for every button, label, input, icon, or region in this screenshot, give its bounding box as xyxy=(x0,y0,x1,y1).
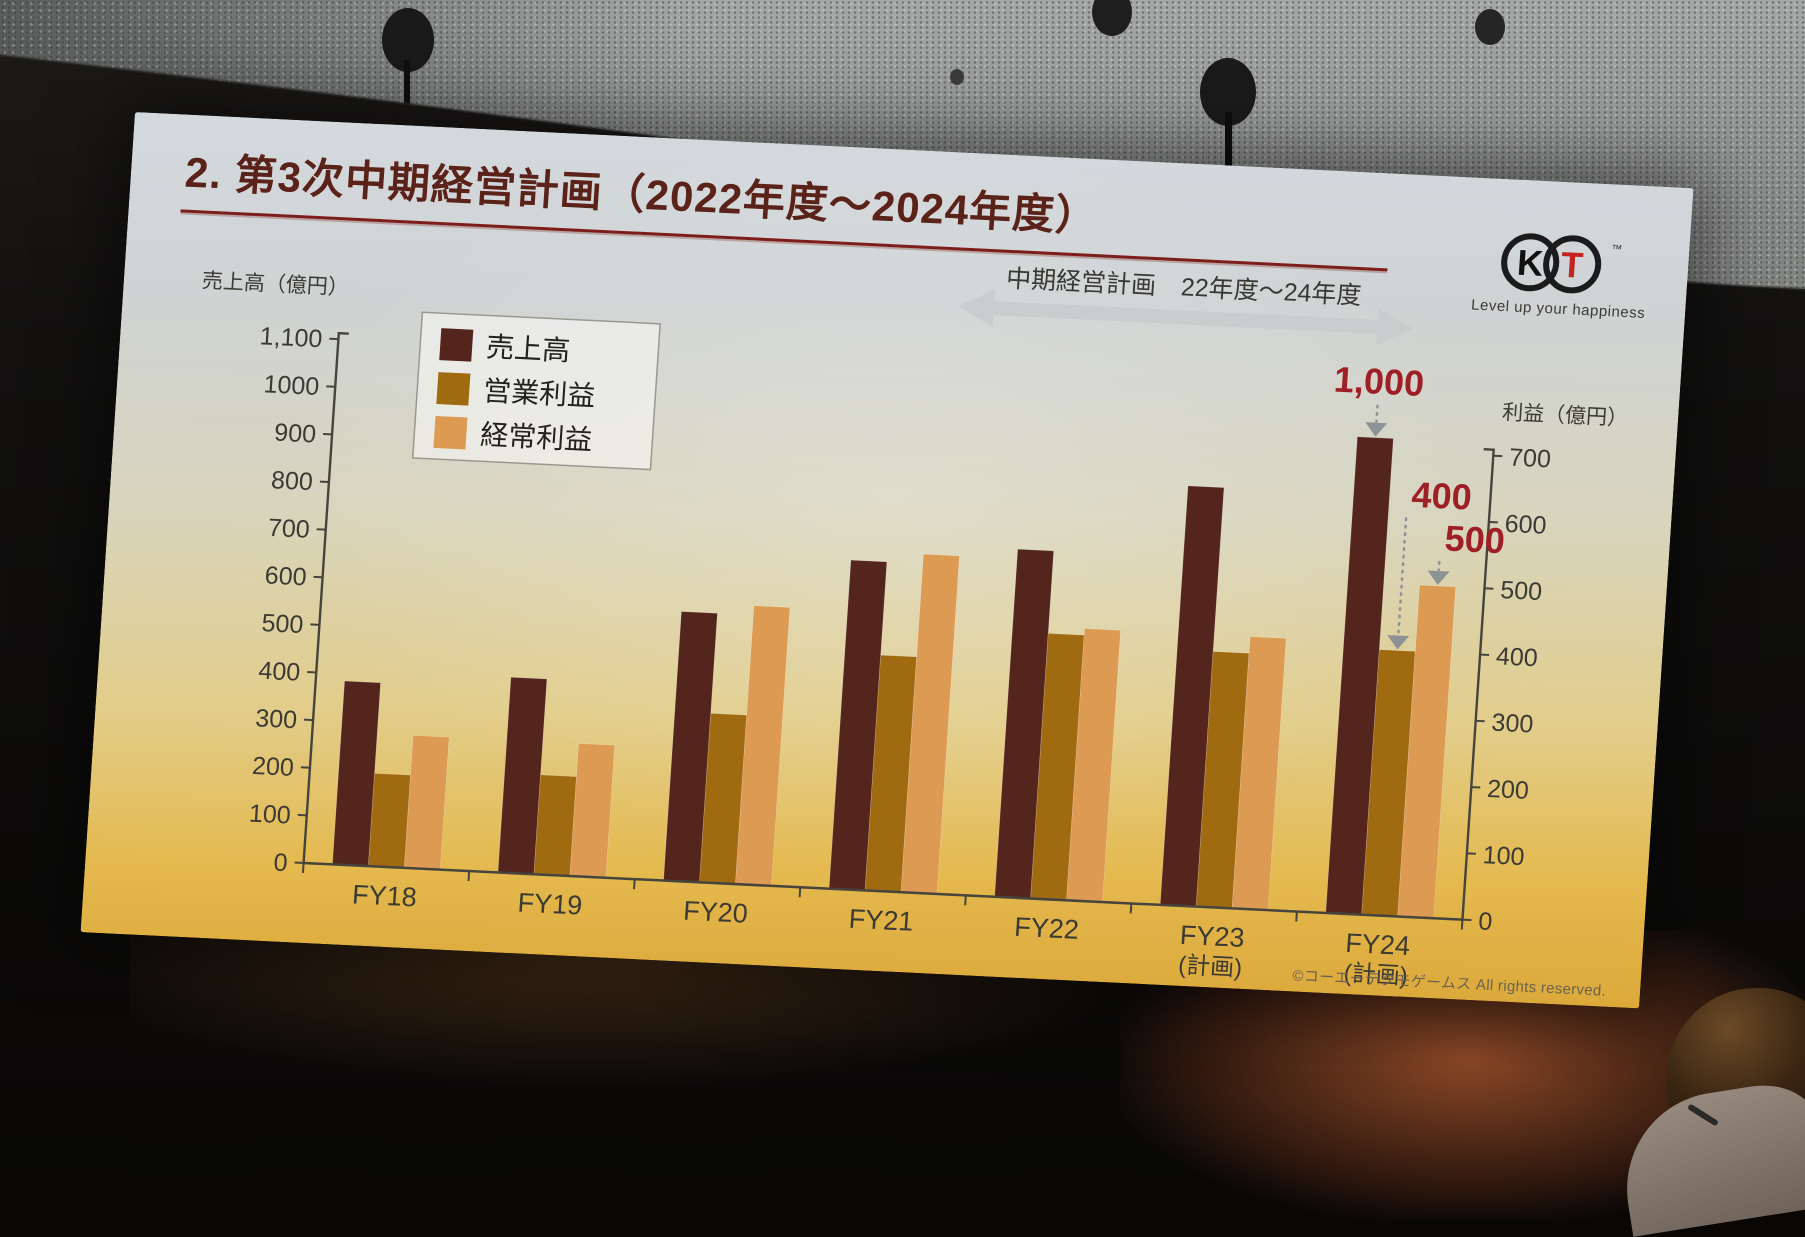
bar xyxy=(534,775,577,876)
bar xyxy=(404,735,449,869)
left-axis-tick-label: 300 xyxy=(254,704,298,734)
x-axis-tick xyxy=(303,863,304,873)
category-label: FY22 xyxy=(1013,912,1079,945)
logo-tm: ™ xyxy=(1611,243,1623,256)
x-axis-tick xyxy=(1296,912,1297,922)
right-axis-tick-label: 600 xyxy=(1504,510,1548,540)
legend-swatch xyxy=(439,328,473,361)
kt-logo-mark: K T ™ xyxy=(1492,229,1646,300)
category-label: FY19 xyxy=(517,888,583,921)
category-note: (計画) xyxy=(1177,952,1243,982)
right-axis-title: 利益（億円） xyxy=(1501,401,1628,430)
ceiling-downlight xyxy=(1475,9,1505,45)
x-axis-tick xyxy=(468,871,469,881)
logo-letter-k: K xyxy=(1516,242,1545,284)
left-axis-tick-label: 900 xyxy=(273,419,317,449)
category-label: FY18 xyxy=(351,879,417,912)
ceiling-hole xyxy=(950,69,964,85)
logo-letter-t: T xyxy=(1560,244,1585,286)
annotation-value: 500 xyxy=(1443,517,1506,561)
bar-chart: 中期経営計画 22年度～24年度010020030040050060070080… xyxy=(98,215,1664,1008)
legend-swatch xyxy=(433,416,467,449)
x-axis-tick xyxy=(634,879,635,889)
right-axis-tick-label: 0 xyxy=(1477,907,1493,936)
midterm-banner-label: 中期経営計画 22年度～24年度 xyxy=(1005,265,1362,310)
right-axis-tick-label: 200 xyxy=(1486,775,1530,805)
legend-swatch xyxy=(436,372,470,405)
left-axis-tick-label: 0 xyxy=(273,849,289,878)
projected-slide: 2. 第3次中期経営計画（2022年度～2024年度） K T ™ Level … xyxy=(81,112,1694,1008)
left-axis-tick-label: 600 xyxy=(264,561,308,591)
legend-label: 経常利益 xyxy=(479,419,593,455)
left-axis-tick-label: 500 xyxy=(261,609,305,639)
left-axis-tick-label: 1,100 xyxy=(259,322,323,353)
left-axis-tick-label: 1000 xyxy=(263,370,320,401)
annotation-arrow-line xyxy=(1376,406,1377,422)
category-label: FY23 xyxy=(1179,920,1245,953)
annotation-value: 1,000 xyxy=(1333,359,1426,404)
left-axis-tick-label: 100 xyxy=(248,800,292,830)
left-axis-tick-label: 700 xyxy=(267,514,311,544)
left-axis-title: 売上高（億円） xyxy=(201,269,349,299)
legend-label: 営業利益 xyxy=(482,375,596,411)
annotation-arrow-line xyxy=(1398,519,1406,635)
left-axis-tick-label: 800 xyxy=(270,466,314,496)
annotation-arrowhead xyxy=(1364,422,1387,437)
bar xyxy=(570,743,615,877)
category-label: FY24 xyxy=(1345,928,1411,961)
ceiling-downlight xyxy=(1092,0,1132,36)
x-axis-tick xyxy=(965,895,966,905)
annotation-value: 400 xyxy=(1410,474,1473,518)
right-axis-tick-label: 400 xyxy=(1495,642,1539,672)
category-label: FY21 xyxy=(848,904,914,937)
left-axis-tick-label: 400 xyxy=(258,657,302,687)
x-axis-tick xyxy=(1462,920,1463,930)
bar xyxy=(368,773,410,868)
right-axis-tick-label: 500 xyxy=(1499,576,1543,606)
right-axis-tick-label: 300 xyxy=(1491,709,1535,739)
annotation-arrowhead xyxy=(1386,635,1409,650)
kt-logo: K T ™ Level up your happiness xyxy=(1471,228,1647,322)
annotation-arrowhead xyxy=(1427,570,1450,585)
category-label: FY20 xyxy=(682,896,748,929)
legend-label: 売上高 xyxy=(485,331,571,366)
x-axis-tick xyxy=(1131,903,1132,913)
annotation-arrow-line xyxy=(1439,562,1440,570)
left-axis-tick-label: 200 xyxy=(251,752,295,782)
right-axis-tick-label: 100 xyxy=(1482,841,1526,871)
x-axis-tick xyxy=(800,887,801,897)
right-axis-tick-label: 700 xyxy=(1508,444,1552,474)
